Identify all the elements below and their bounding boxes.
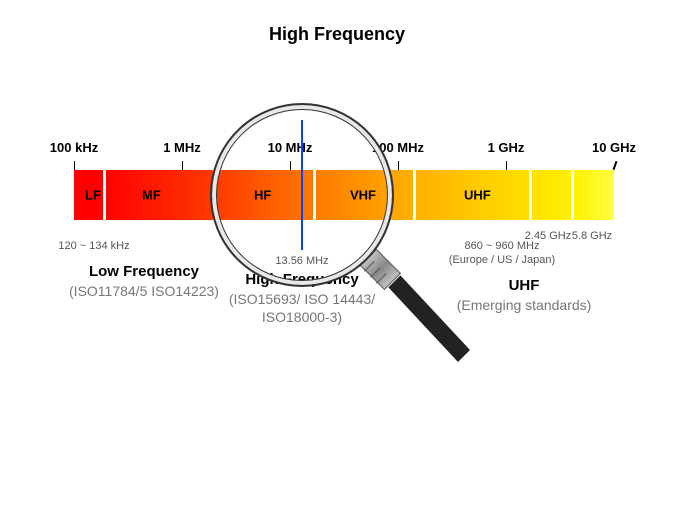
axis-tick	[613, 161, 618, 170]
segment-label: LF	[85, 188, 101, 203]
axis-tick	[290, 161, 291, 170]
page-title: High Frequency	[0, 24, 674, 45]
axis-tick-label: 100 MHz	[372, 140, 424, 155]
axis-tick-label: 100 kHz	[50, 140, 98, 155]
band-group-title: UHF	[424, 276, 624, 296]
segment-label: HF	[254, 188, 271, 203]
axis-tick	[182, 161, 183, 170]
axis-tick-label: 10 GHz	[592, 140, 636, 155]
segment-divider	[529, 170, 532, 220]
spectrum-bar: LF MF HF VHF UHF	[74, 170, 614, 220]
band-group-sub: (Emerging standards)	[424, 296, 624, 314]
axis-tick-label: 1 GHz	[488, 140, 525, 155]
freq-annotation: (Europe / US / Japan)	[449, 254, 555, 266]
magnifier-handle	[0, 0, 674, 506]
spectrum-segment	[530, 170, 572, 220]
segment-divider	[103, 170, 106, 220]
freq-annotation: 2.45 GHz	[525, 230, 571, 242]
freq-annotation: 120 ~ 134 kHz	[58, 240, 129, 252]
segment-divider	[213, 170, 216, 220]
band-group-title: High Frequency	[202, 270, 402, 290]
band-group-sub: (ISO15693/ ISO 14443/ ISO18000-3)	[202, 290, 402, 326]
spectrum-segment	[572, 170, 614, 220]
segment-divider	[313, 170, 316, 220]
axis-tick-label: 10 MHz	[268, 140, 313, 155]
axis-tick	[74, 161, 75, 170]
band-group: High Frequency(ISO15693/ ISO 14443/ ISO1…	[202, 270, 402, 326]
freq-marker	[301, 120, 303, 250]
segment-label: MF	[142, 188, 161, 203]
segment-divider	[571, 170, 574, 220]
segment-label: UHF	[464, 188, 491, 203]
segment-label: VHF	[350, 188, 376, 203]
freq-annotation: 5.8 GHz	[572, 230, 612, 242]
axis-tick	[398, 161, 399, 170]
axis-tick-label: 1 MHz	[163, 140, 201, 155]
band-group: UHF(Emerging standards)	[424, 276, 624, 314]
freq-annotation: 13.56 MHz	[275, 255, 328, 267]
axis-tick	[506, 161, 507, 170]
segment-divider	[413, 170, 416, 220]
